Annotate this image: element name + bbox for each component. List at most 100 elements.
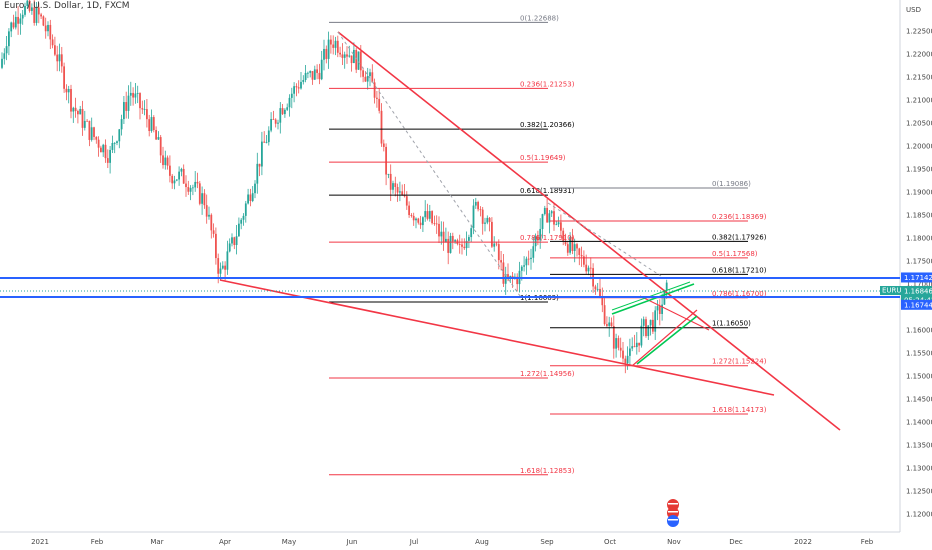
candle-body bbox=[116, 141, 118, 143]
candle-body bbox=[72, 107, 75, 112]
candle-body bbox=[445, 238, 447, 243]
candle-body bbox=[619, 347, 622, 351]
candle-body bbox=[612, 326, 615, 349]
candle-body bbox=[422, 217, 424, 226]
candle-body bbox=[341, 54, 344, 58]
wedge-line-1 bbox=[631, 309, 698, 367]
candle-body bbox=[622, 350, 624, 359]
fib-retracements[interactable]: 0(1.22688) 0.236(1.21253) 0.382(1.20366) 0.… bbox=[329, 14, 767, 476]
fib-2-level-label: 0.786(1.16700) bbox=[712, 290, 767, 298]
candle-body bbox=[125, 102, 128, 111]
fib-2-level-label: 0.382(1.17926) bbox=[712, 233, 767, 241]
candle-body bbox=[596, 288, 599, 290]
candle-body bbox=[254, 183, 256, 194]
candle-body bbox=[272, 119, 275, 120]
candle-body bbox=[215, 233, 217, 259]
candle-body bbox=[525, 258, 528, 266]
candle-body bbox=[228, 243, 231, 252]
candle-body bbox=[320, 59, 323, 80]
candle-body bbox=[95, 136, 98, 140]
candle-body bbox=[49, 24, 52, 40]
symbol-tag-box bbox=[880, 286, 902, 295]
fib-2-level-label: 1.272(1.15224) bbox=[712, 358, 767, 366]
candle-body bbox=[226, 251, 229, 270]
candle-body bbox=[313, 69, 316, 80]
candle-body bbox=[327, 39, 330, 59]
time-tick-label: 2022 bbox=[794, 538, 812, 546]
candle-body bbox=[608, 322, 611, 326]
fib-1-level-label: 0(1.22688) bbox=[520, 14, 559, 22]
candle-body bbox=[12, 22, 15, 28]
candle-body bbox=[442, 231, 445, 243]
candle-body bbox=[624, 358, 627, 364]
candle-body bbox=[175, 179, 178, 181]
candle-body bbox=[318, 72, 321, 80]
candle-body bbox=[348, 55, 351, 57]
price-axis[interactable]: USD 1.22500 1.22000 1.21500 1.21000 1.20500 1.… bbox=[906, 6, 932, 519]
candle-body bbox=[546, 207, 548, 223]
candle-body bbox=[550, 211, 553, 214]
candle-body bbox=[353, 49, 355, 64]
candle-body bbox=[47, 24, 49, 32]
candle-body bbox=[334, 40, 337, 48]
candle-body bbox=[247, 194, 249, 204]
candle-body bbox=[555, 224, 558, 226]
time-axis[interactable]: 2021 Feb Mar Apr May Jun Jul Aug Sep Oct Nov Dec 202… bbox=[31, 538, 874, 546]
candle-body bbox=[88, 120, 91, 140]
candle-body bbox=[51, 39, 54, 46]
candle-body bbox=[336, 40, 339, 53]
candle-body bbox=[148, 119, 151, 131]
candle-body bbox=[401, 191, 404, 196]
candle-body bbox=[631, 346, 634, 349]
candle-body bbox=[309, 71, 312, 73]
candle-body bbox=[532, 246, 535, 258]
candle-body bbox=[389, 173, 392, 190]
candle-body bbox=[649, 319, 652, 326]
last-price-tag: 1.16846 bbox=[904, 288, 932, 296]
candle-body bbox=[249, 194, 252, 201]
candle-body bbox=[134, 93, 137, 98]
time-tick-label: Apr bbox=[219, 538, 231, 546]
candle-body bbox=[516, 276, 519, 285]
candle-body bbox=[415, 218, 417, 221]
candle-body bbox=[557, 222, 560, 225]
candle-body bbox=[217, 258, 220, 274]
fib-1-level-label: 0.618(1.18931) bbox=[520, 187, 575, 195]
level-tag-upper: 1.17142 bbox=[904, 274, 932, 282]
price-tick-label: 1.20000 bbox=[906, 143, 932, 151]
candle-body bbox=[196, 181, 199, 184]
candle-body bbox=[270, 119, 272, 131]
candle-body bbox=[256, 163, 259, 184]
downtrend-line bbox=[337, 31, 841, 431]
candle-body bbox=[279, 108, 282, 123]
candle-body bbox=[120, 119, 123, 130]
candle-body bbox=[300, 81, 302, 89]
price-tick-label: 1.22000 bbox=[906, 51, 932, 59]
price-tick-label: 1.14500 bbox=[906, 396, 932, 404]
candle-body bbox=[42, 16, 45, 26]
candle-body bbox=[486, 217, 489, 223]
event-markers[interactable] bbox=[667, 499, 679, 527]
candle-body bbox=[419, 222, 422, 226]
trendlines[interactable] bbox=[219, 31, 841, 431]
candle-body bbox=[484, 222, 486, 224]
candle-body bbox=[564, 240, 567, 245]
candle-body bbox=[481, 209, 484, 224]
candle-body bbox=[242, 215, 245, 220]
candle-body bbox=[19, 18, 22, 24]
candle-body bbox=[10, 22, 13, 32]
candle-body bbox=[380, 110, 383, 144]
candle-body bbox=[40, 14, 42, 17]
candle-body bbox=[385, 146, 387, 175]
candle-body bbox=[530, 257, 532, 260]
candle-body bbox=[238, 223, 240, 237]
candle-body bbox=[143, 109, 146, 110]
candle-body bbox=[396, 186, 399, 193]
price-tick-label: 1.19500 bbox=[906, 166, 932, 174]
time-tick-label: Jun bbox=[346, 538, 358, 546]
candle-body bbox=[208, 214, 210, 217]
candle-body bbox=[157, 137, 160, 140]
price-tick-label: 1.21500 bbox=[906, 74, 932, 82]
